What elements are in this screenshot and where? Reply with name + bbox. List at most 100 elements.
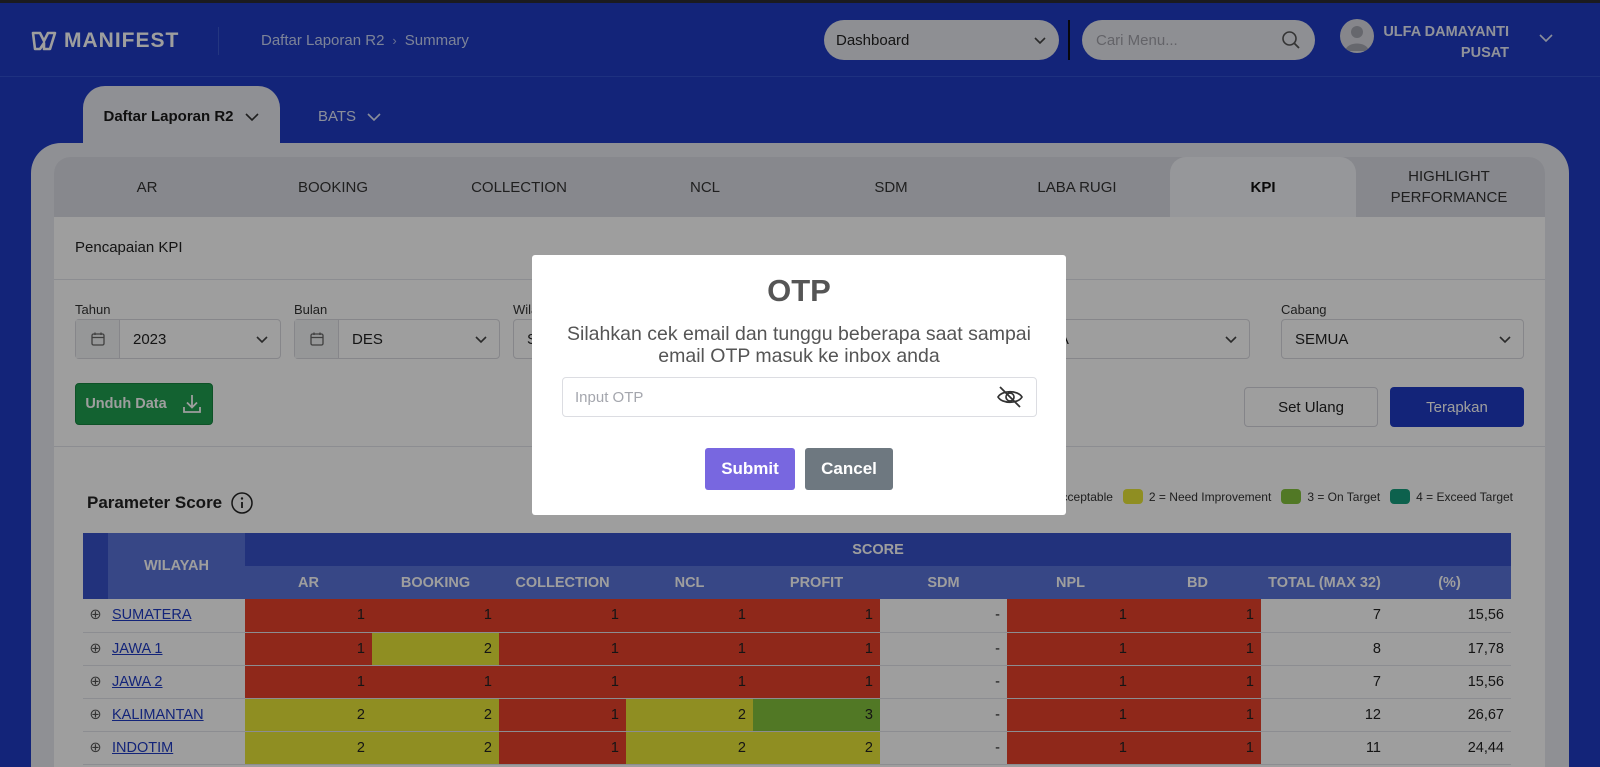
app-logo[interactable]: MANIFEST: [30, 29, 179, 53]
tab-booking[interactable]: BOOKING: [297, 178, 368, 196]
column-header-bd: BD: [1134, 566, 1261, 599]
logo-text: MANIFEST: [64, 29, 180, 52]
table-row: ⊕ KALIMANTAN 2 2 1 2 3 - 1 1 12 26,67: [83, 698, 1511, 732]
tab-ncl[interactable]: NCL: [689, 178, 720, 196]
parameter-score-title: Parameter Score: [87, 491, 254, 515]
filter-bulan[interactable]: DES: [294, 319, 500, 359]
info-icon: [231, 492, 253, 514]
table-row: ⊕ JAWA 1 1 2 1 1 1 - 1 1 8 17,78: [83, 632, 1511, 666]
chevron-down-icon: [244, 113, 259, 122]
tab-ar[interactable]: AR: [136, 178, 158, 196]
expand-column-header: [83, 533, 108, 599]
header-separator: [1068, 20, 1070, 60]
tab-highlight-performance[interactable]: HIGHLIGHT PERFORMANCE: [1390, 168, 1508, 206]
score-cell: 1: [626, 599, 753, 633]
user-name: ULFA DAMAYANTI: [1383, 24, 1509, 40]
tab-kpi[interactable]: KPI: [1170, 157, 1356, 217]
expand-row-icon[interactable]: ⊕: [83, 632, 108, 666]
wilayah-cell: SUMATERA: [108, 599, 245, 633]
modal-title: OTP: [767, 273, 831, 308]
score-cell: -: [880, 599, 1007, 633]
percent-cell: 17,78: [1388, 632, 1511, 666]
filter-tahun[interactable]: 2023: [75, 319, 281, 359]
wilayah-link[interactable]: JAWA 2: [112, 673, 163, 690]
score-header: SCORE: [245, 533, 1511, 566]
score-legend: cceptable 2 = Need Improvement 3 = On Ta…: [1062, 489, 1513, 504]
menu-search-input[interactable]: [1096, 31, 1266, 49]
user-menu-toggle[interactable]: [1528, 20, 1564, 56]
legend-label: 2 = Need Improvement: [1148, 489, 1272, 504]
breadcrumb-item-summary: Summary: [404, 32, 469, 49]
header-divider: [218, 27, 219, 55]
legend-item: 3 = On Target: [1281, 489, 1380, 504]
filter-label-bulan: Bulan: [294, 302, 328, 317]
score-cell: 2: [372, 632, 499, 666]
score-cell: 1: [1134, 731, 1261, 765]
legend-item: cceptable: [1062, 490, 1113, 504]
tab-collection[interactable]: COLLECTION: [471, 178, 567, 196]
legend-swatch: [1281, 489, 1302, 504]
chevron-down-icon: [1034, 37, 1046, 45]
total-cell: 7: [1261, 599, 1388, 633]
column-header-booking: BOOKING: [372, 566, 499, 599]
column-header-sdm: SDM: [880, 566, 1007, 599]
score-cell: 1: [1134, 599, 1261, 633]
reset-button[interactable]: Set Ulang: [1244, 387, 1378, 427]
total-cell: 7: [1261, 665, 1388, 699]
toptab-daftar-laporan[interactable]: Daftar Laporan R2: [83, 86, 280, 146]
filter-cabang[interactable]: SEMUA: [1281, 319, 1524, 359]
percent-cell: 26,67: [1388, 698, 1511, 732]
dashboard-select[interactable]: Dashboard: [824, 20, 1059, 60]
download-data-button[interactable]: Unduh Data: [75, 383, 213, 425]
otp-submit-button[interactable]: Submit: [705, 448, 795, 490]
column-header-total: TOTAL (MAX 32): [1261, 566, 1388, 599]
otp-field: [562, 377, 1037, 417]
legend-label: 3 = On Target: [1307, 489, 1381, 504]
total-cell: 12: [1261, 698, 1388, 732]
expand-row-icon[interactable]: ⊕: [83, 599, 108, 633]
chevron-down-icon: [1539, 34, 1553, 43]
column-header-ar: AR: [245, 566, 372, 599]
dashboard-select-value: Dashboard: [836, 31, 910, 49]
wilayah-link[interactable]: SUMATERA: [112, 607, 192, 624]
window-top-border: [0, 0, 1600, 3]
chevron-down-icon: [244, 332, 280, 346]
tab-sdm[interactable]: SDM: [874, 178, 908, 196]
percent-cell: 24,44: [1388, 731, 1511, 765]
expand-row-icon[interactable]: ⊕: [83, 665, 108, 699]
wilayah-link[interactable]: JAWA 1: [112, 640, 163, 657]
score-cell: 1: [1134, 698, 1261, 732]
download-button-label: Unduh Data: [85, 396, 167, 412]
table-row: ⊕ SUMATERA 1 1 1 1 1 - 1 1 7 15,56: [83, 599, 1511, 633]
filter-label-wilayah: Wila: [513, 302, 539, 317]
toptab-label: BATS: [317, 107, 357, 125]
user-unit: PUSAT: [1460, 45, 1509, 61]
expand-row-icon[interactable]: ⊕: [83, 731, 108, 765]
expand-row-icon[interactable]: ⊕: [83, 698, 108, 732]
otp-modal: OTP Silahkan cek email dan tunggu bebera…: [532, 255, 1066, 515]
modal-message: Silahkan cek email dan tunggu beberapa s…: [567, 323, 1031, 367]
score-cell: 1: [499, 599, 626, 633]
legend-item: 4 = Exceed Target: [1390, 489, 1513, 504]
apply-button[interactable]: Terapkan: [1390, 387, 1524, 427]
tab-laba-rugi[interactable]: LABA RUGI: [1037, 178, 1117, 196]
menu-search: [1082, 20, 1315, 60]
score-table: WILAYAH SCORE AR BOOKING COLLECTION NCL …: [83, 533, 1511, 765]
chevron-down-icon: [1213, 332, 1249, 346]
chevron-down-icon: [1487, 332, 1523, 346]
score-cell: 1: [372, 599, 499, 633]
legend-swatch: [1390, 489, 1411, 504]
otp-cancel-button[interactable]: Cancel: [805, 448, 893, 490]
score-cell: 2: [626, 698, 753, 732]
wilayah-link[interactable]: INDOTIM: [112, 739, 174, 756]
wilayah-link[interactable]: KALIMANTAN: [112, 706, 204, 723]
legend-label: cceptable: [1061, 489, 1113, 504]
report-card: AR BOOKING COLLECTION NCL SDM LABA RUGI …: [54, 157, 1545, 767]
breadcrumb-item-report[interactable]: Daftar Laporan R2: [261, 32, 385, 49]
user-avatar[interactable]: [1340, 19, 1374, 53]
otp-input[interactable]: [575, 388, 975, 406]
eye-off-icon[interactable]: [996, 385, 1024, 409]
filter-tahun-value: 2023: [133, 330, 167, 348]
breadcrumb: Daftar Laporan R2 › Summary: [261, 32, 469, 49]
toptab-bats[interactable]: BATS: [300, 86, 400, 146]
